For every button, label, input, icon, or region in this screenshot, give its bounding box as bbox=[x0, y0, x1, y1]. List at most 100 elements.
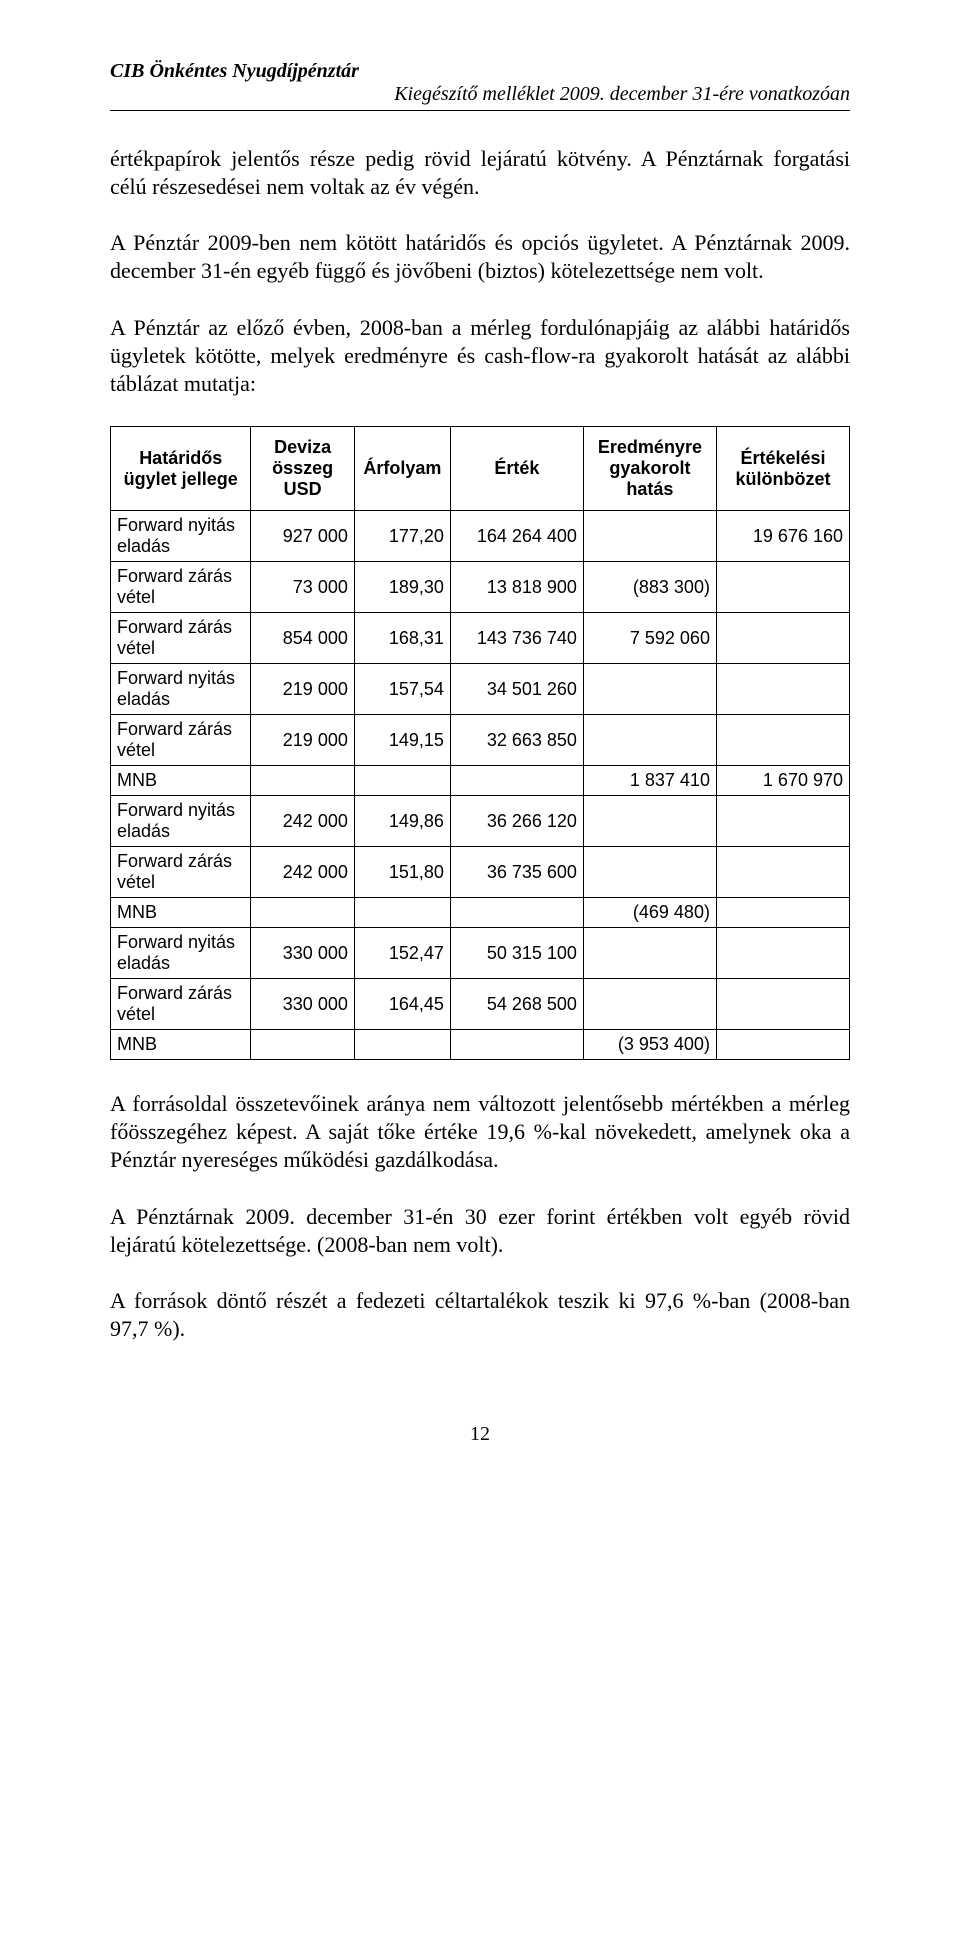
table-row: Forward nyitás eladás242 000149,8636 266… bbox=[111, 796, 850, 847]
cell-effect bbox=[583, 664, 716, 715]
paragraph-1: értékpapírok jelentős része pedig rövid … bbox=[110, 145, 850, 201]
table-row: Forward nyitás eladás219 000157,5434 501… bbox=[111, 664, 850, 715]
cell-diff bbox=[716, 1030, 849, 1060]
cell-value: 34 501 260 bbox=[450, 664, 583, 715]
header-doc: Kiegészítő melléklet 2009. december 31-é… bbox=[110, 83, 850, 111]
cell-rate bbox=[354, 1030, 450, 1060]
cell-rate: 157,54 bbox=[354, 664, 450, 715]
cell-rate: 151,80 bbox=[354, 847, 450, 898]
cell-type: MNB bbox=[111, 1030, 251, 1060]
cell-value: 164 264 400 bbox=[450, 511, 583, 562]
cell-type: Forward zárás vétel bbox=[111, 613, 251, 664]
table-row: Forward zárás vétel219 000149,1532 663 8… bbox=[111, 715, 850, 766]
cell-value bbox=[450, 898, 583, 928]
cell-value: 50 315 100 bbox=[450, 928, 583, 979]
table-row: Forward zárás vétel330 000164,4554 268 5… bbox=[111, 979, 850, 1030]
cell-effect: 7 592 060 bbox=[583, 613, 716, 664]
table-header-row: Határidős ügylet jellege Deviza összeg U… bbox=[111, 427, 850, 511]
cell-usd bbox=[251, 766, 354, 796]
forward-contracts-table: Határidős ügylet jellege Deviza összeg U… bbox=[110, 426, 850, 1060]
cell-rate: 152,47 bbox=[354, 928, 450, 979]
cell-rate: 168,31 bbox=[354, 613, 450, 664]
cell-diff bbox=[716, 562, 849, 613]
cell-type: Forward zárás vétel bbox=[111, 715, 251, 766]
paragraph-5: A Pénztárnak 2009. december 31-én 30 eze… bbox=[110, 1203, 850, 1259]
cell-type: Forward nyitás eladás bbox=[111, 664, 251, 715]
cell-diff bbox=[716, 979, 849, 1030]
cell-diff: 1 670 970 bbox=[716, 766, 849, 796]
cell-effect bbox=[583, 979, 716, 1030]
cell-usd: 330 000 bbox=[251, 979, 354, 1030]
cell-usd: 242 000 bbox=[251, 796, 354, 847]
cell-diff bbox=[716, 715, 849, 766]
cell-usd: 927 000 bbox=[251, 511, 354, 562]
cell-effect bbox=[583, 928, 716, 979]
table-row: Forward zárás vétel854 000168,31143 736 … bbox=[111, 613, 850, 664]
cell-type: Forward nyitás eladás bbox=[111, 511, 251, 562]
cell-rate: 189,30 bbox=[354, 562, 450, 613]
cell-type: Forward zárás vétel bbox=[111, 847, 251, 898]
cell-effect: 1 837 410 bbox=[583, 766, 716, 796]
table-row: MNB (3 953 400) bbox=[111, 1030, 850, 1060]
cell-usd: 219 000 bbox=[251, 664, 354, 715]
cell-effect bbox=[583, 847, 716, 898]
cell-value bbox=[450, 766, 583, 796]
cell-effect: (3 953 400) bbox=[583, 1030, 716, 1060]
cell-value bbox=[450, 1030, 583, 1060]
cell-type: MNB bbox=[111, 898, 251, 928]
cell-usd bbox=[251, 898, 354, 928]
paragraph-3: A Pénztár az előző évben, 2008-ban a mér… bbox=[110, 314, 850, 398]
table-row: Forward zárás vétel242 000151,8036 735 6… bbox=[111, 847, 850, 898]
cell-usd: 242 000 bbox=[251, 847, 354, 898]
th-diff: Értékelési különbözet bbox=[716, 427, 849, 511]
cell-value: 54 268 500 bbox=[450, 979, 583, 1030]
cell-rate: 149,86 bbox=[354, 796, 450, 847]
cell-usd bbox=[251, 1030, 354, 1060]
cell-type: Forward zárás vétel bbox=[111, 562, 251, 613]
cell-diff bbox=[716, 664, 849, 715]
th-type: Határidős ügylet jellege bbox=[111, 427, 251, 511]
cell-diff: 19 676 160 bbox=[716, 511, 849, 562]
header-org: CIB Önkéntes Nyugdíjpénztár bbox=[110, 60, 850, 83]
cell-effect bbox=[583, 715, 716, 766]
cell-type: Forward nyitás eladás bbox=[111, 796, 251, 847]
cell-rate: 164,45 bbox=[354, 979, 450, 1030]
cell-type: Forward nyitás eladás bbox=[111, 928, 251, 979]
cell-rate bbox=[354, 898, 450, 928]
cell-value: 32 663 850 bbox=[450, 715, 583, 766]
table-row: Forward zárás vétel73 000189,3013 818 90… bbox=[111, 562, 850, 613]
table-row: Forward nyitás eladás330 000152,4750 315… bbox=[111, 928, 850, 979]
th-effect: Eredményre gyakorolt hatás bbox=[583, 427, 716, 511]
cell-value: 143 736 740 bbox=[450, 613, 583, 664]
page-number: 12 bbox=[110, 1423, 850, 1446]
cell-diff bbox=[716, 898, 849, 928]
cell-usd: 330 000 bbox=[251, 928, 354, 979]
cell-usd: 73 000 bbox=[251, 562, 354, 613]
cell-value: 36 735 600 bbox=[450, 847, 583, 898]
cell-effect: (469 480) bbox=[583, 898, 716, 928]
table-row: Forward nyitás eladás927 000177,20164 26… bbox=[111, 511, 850, 562]
th-rate: Árfolyam bbox=[354, 427, 450, 511]
cell-diff bbox=[716, 613, 849, 664]
paragraph-4: A forrásoldal összetevőinek aránya nem v… bbox=[110, 1090, 850, 1174]
th-usd: Deviza összeg USD bbox=[251, 427, 354, 511]
cell-rate bbox=[354, 766, 450, 796]
cell-usd: 219 000 bbox=[251, 715, 354, 766]
table-row: MNB (469 480) bbox=[111, 898, 850, 928]
paragraph-2: A Pénztár 2009-ben nem kötött határidős … bbox=[110, 229, 850, 285]
table-row: MNB 1 837 4101 670 970 bbox=[111, 766, 850, 796]
cell-rate: 149,15 bbox=[354, 715, 450, 766]
cell-rate: 177,20 bbox=[354, 511, 450, 562]
cell-type: MNB bbox=[111, 766, 251, 796]
cell-type: Forward zárás vétel bbox=[111, 979, 251, 1030]
cell-effect: (883 300) bbox=[583, 562, 716, 613]
cell-effect bbox=[583, 511, 716, 562]
cell-diff bbox=[716, 928, 849, 979]
cell-usd: 854 000 bbox=[251, 613, 354, 664]
cell-effect bbox=[583, 796, 716, 847]
cell-value: 13 818 900 bbox=[450, 562, 583, 613]
th-value: Érték bbox=[450, 427, 583, 511]
cell-diff bbox=[716, 847, 849, 898]
paragraph-6: A források döntő részét a fedezeti célta… bbox=[110, 1287, 850, 1343]
cell-diff bbox=[716, 796, 849, 847]
